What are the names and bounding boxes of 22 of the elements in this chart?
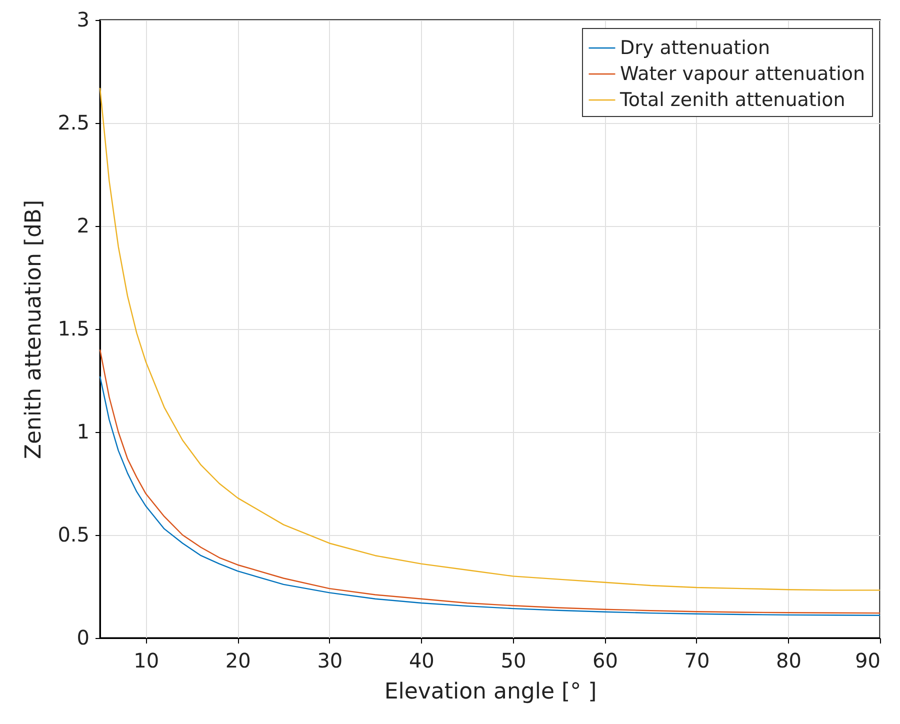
line-series: [99, 87, 881, 591]
y-tick-label: 3: [76, 8, 90, 32]
x-tick-label: 90: [855, 648, 880, 672]
x-tick-label: 80: [776, 648, 802, 672]
y-tick-label: 1.5: [58, 316, 90, 340]
legend-label: Total zenith attenuation: [619, 89, 846, 111]
x-tick-label: 60: [592, 648, 618, 672]
y-tick-label: 2.5: [58, 110, 90, 134]
y-tick-label: 2: [76, 214, 90, 238]
legend-label: Water vapour attenuation: [620, 63, 866, 85]
legend-label: Dry attenuation: [620, 37, 770, 59]
x-tick-label: 10: [134, 648, 160, 672]
y-tick-label: 0.5: [58, 522, 90, 546]
y-tick-label: 0: [76, 626, 90, 650]
y-axis-title: Zenith attenuation [dB]: [22, 200, 47, 460]
x-tick-label: 20: [225, 648, 251, 672]
x-axis-title: Elevation angle [° ]: [384, 680, 597, 704]
x-tick-label: 70: [684, 648, 710, 672]
y-tick-label: 1: [76, 420, 90, 444]
x-tick-label: 40: [408, 648, 434, 672]
x-tick-label: 30: [317, 648, 343, 672]
x-tick-label: 50: [500, 648, 526, 672]
